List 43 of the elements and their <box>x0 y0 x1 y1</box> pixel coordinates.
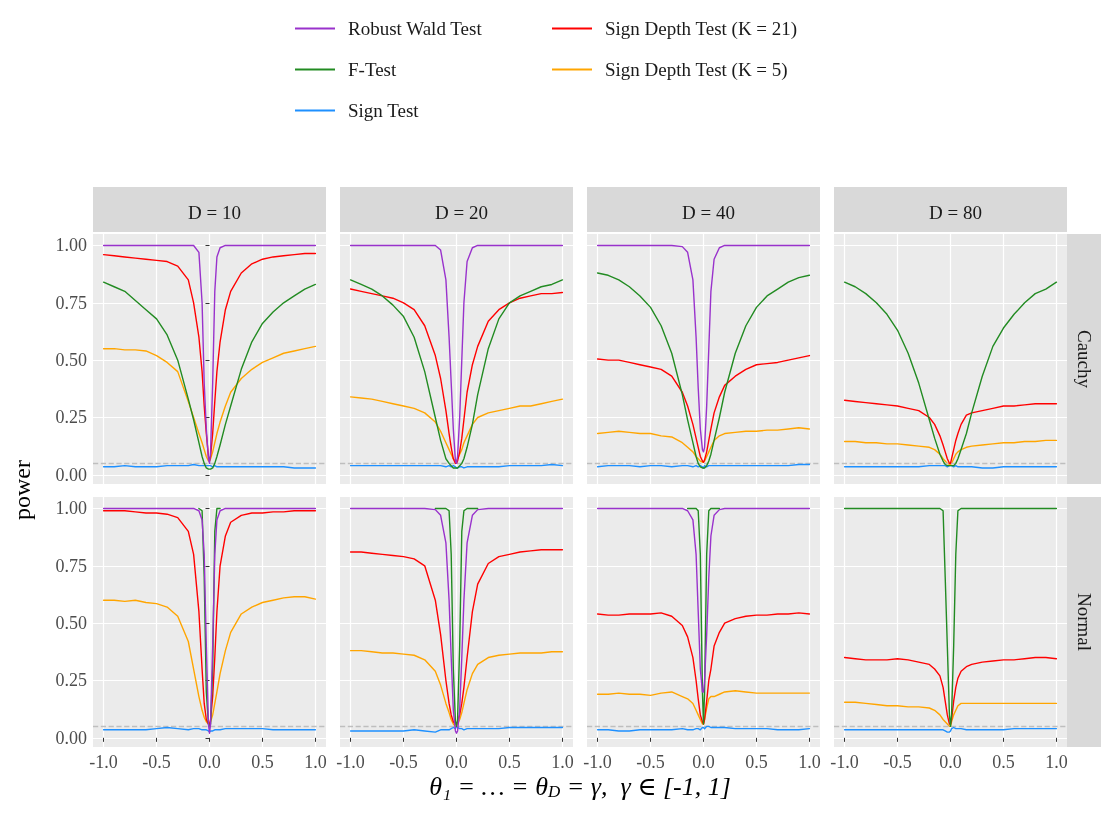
text: Normal <box>1073 592 1095 652</box>
x-tick-label: 0.5 <box>498 752 521 772</box>
x-tick-label: 0.0 <box>198 752 221 772</box>
x-tick-label: 1.0 <box>304 752 327 772</box>
chart-title: D = 40 <box>682 202 735 223</box>
x-tick-label: 1.0 <box>551 752 574 772</box>
chart-title: D = 80 <box>929 202 982 223</box>
x-tick-label: -0.5 <box>389 752 418 772</box>
legend-label: Sign Test <box>348 100 420 121</box>
x-tick-label: -1.0 <box>89 752 118 772</box>
x-tick-label: 1.0 <box>798 752 821 772</box>
x-tick-label: -0.5 <box>142 752 171 772</box>
x-axis-title: θ₁ = … = θD = γ, γ ∈ [-1, 1] <box>429 772 731 801</box>
chart-title: D = 20 <box>435 202 488 223</box>
x-tick-label: 0.5 <box>251 752 274 772</box>
x-tick-label: 1.0 <box>1045 752 1068 772</box>
x-tick-label: 0.5 <box>992 752 1015 772</box>
y-tick-label: 0.25 <box>55 407 87 428</box>
legend-label: F-Test <box>348 59 397 80</box>
y-tick-label: 0.75 <box>55 555 87 576</box>
text: Cauchy <box>1073 329 1095 389</box>
y-tick-label: 0.75 <box>55 292 87 313</box>
x-tick-label: 0.0 <box>692 752 715 772</box>
x-tick-label: 0.0 <box>939 752 962 772</box>
x-tick-label: -1.0 <box>336 752 365 772</box>
y-tick-label: 0.25 <box>55 670 87 691</box>
y-tick-label: 0.00 <box>55 727 87 748</box>
y-tick-label: 0.00 <box>55 464 87 485</box>
legend-label: Robust Wald Test <box>348 18 483 39</box>
y-tick-label: 0.50 <box>55 350 87 371</box>
x-tick-label: -0.5 <box>636 752 665 772</box>
y-tick-label: 1.00 <box>55 235 87 256</box>
chart-title: D = 10 <box>188 202 241 223</box>
legend-label: Sign Depth Test (K = 21) <box>605 18 798 40</box>
legend-label: Sign Depth Test (K = 5) <box>605 59 788 81</box>
y-tick-label: 1.00 <box>55 498 87 519</box>
x-tick-label: 0.0 <box>445 752 468 772</box>
x-tick-label: -1.0 <box>830 752 859 772</box>
x-tick-label: 0.5 <box>745 752 768 772</box>
x-tick-label: -0.5 <box>883 752 912 772</box>
x-tick-label: -1.0 <box>583 752 612 772</box>
y-tick-label: 0.50 <box>55 613 87 634</box>
y-axis-title: power <box>9 460 35 520</box>
